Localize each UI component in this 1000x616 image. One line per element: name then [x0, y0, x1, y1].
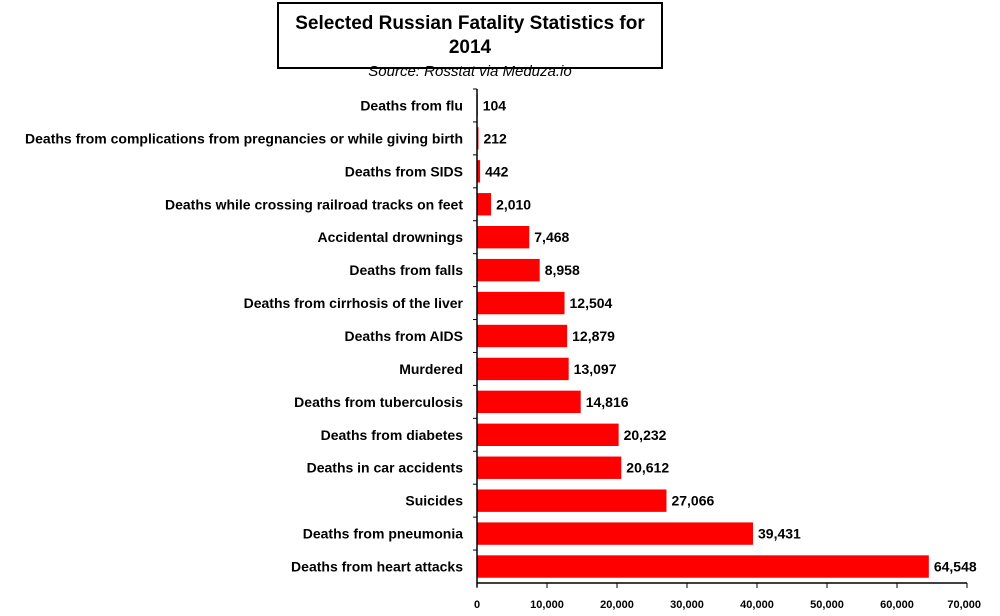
value-label: 8,958	[545, 262, 580, 278]
bar-5	[477, 258, 540, 282]
value-label: 64,548	[934, 559, 977, 575]
bar-6	[477, 291, 565, 315]
value-label: 27,066	[671, 493, 714, 509]
category-label: Deaths from cirrhosis of the liver	[244, 295, 464, 311]
bar-14	[477, 555, 929, 578]
category-label: Deaths from SIDS	[345, 163, 463, 179]
bar-8	[477, 357, 569, 381]
bar-13	[477, 522, 754, 545]
value-label: 12,879	[572, 328, 615, 344]
x-tick-label: 30,000	[670, 599, 704, 611]
bar-12	[477, 489, 667, 512]
bar-10	[477, 423, 619, 446]
category-label: Accidental drownings	[318, 229, 464, 245]
category-label: Deaths from flu	[360, 97, 463, 113]
x-tick-label: 50,000	[810, 599, 844, 611]
x-tick-label: 20,000	[600, 599, 634, 611]
category-label: Murdered	[399, 361, 463, 377]
chart-title: Selected Russian Fatality Statistics for…	[295, 13, 645, 58]
category-labels: Deaths from flu Deaths from complications…	[25, 97, 464, 574]
category-label: Deaths from diabetes	[321, 427, 464, 443]
category-label: Deaths from falls	[349, 262, 463, 278]
x-tick-label: 70,000	[947, 599, 981, 611]
value-label: 39,431	[758, 526, 801, 542]
bar-7	[477, 324, 568, 348]
category-label: Deaths from tuberculosis	[294, 394, 463, 410]
value-label: 2,010	[496, 196, 531, 212]
x-tick-label: 0	[474, 599, 480, 611]
category-label: Deaths from AIDS	[344, 328, 463, 344]
category-label: Suicides	[405, 493, 463, 509]
x-axis-ticks: 0 10,000 20,000 30,000 40,000 50,000 60,000 70,…	[474, 583, 981, 611]
value-label: 7,468	[534, 229, 569, 245]
category-label: Deaths from complications from pregnanci…	[25, 130, 463, 146]
value-labels: 104 212 442 2,010 7,468 8,958 12,504 12,879 13,0…	[483, 97, 977, 574]
bar-2	[477, 160, 481, 183]
value-label: 442	[485, 163, 509, 179]
x-tick-label: 60,000	[880, 599, 914, 611]
value-label: 104	[483, 97, 507, 113]
bar-4	[477, 226, 530, 249]
category-label: Deaths while crossing railroad tracks on…	[165, 196, 463, 212]
x-tick-label: 40,000	[740, 599, 774, 611]
axes	[473, 88, 967, 587]
category-label: Deaths from pneumonia	[303, 526, 463, 542]
category-label: Deaths from heart attacks	[291, 559, 463, 575]
value-label: 212	[483, 130, 507, 146]
value-label: 12,504	[570, 295, 613, 311]
value-label: 20,612	[626, 460, 669, 476]
value-label: 14,816	[586, 394, 629, 410]
bar-3	[477, 193, 492, 216]
chart-title-box: Selected Russian Fatality Statistics for…	[277, 2, 663, 80]
chart-subtitle: Source: Rosstat via Meduza.io	[368, 63, 572, 80]
x-tick-label: 10,000	[530, 599, 564, 611]
value-label: 20,232	[624, 427, 667, 443]
category-label: Deaths in car accidents	[307, 460, 464, 476]
bars-group	[477, 94, 929, 578]
bar-11	[477, 456, 622, 479]
value-label: 13,097	[574, 361, 617, 377]
bar-9	[477, 390, 581, 414]
